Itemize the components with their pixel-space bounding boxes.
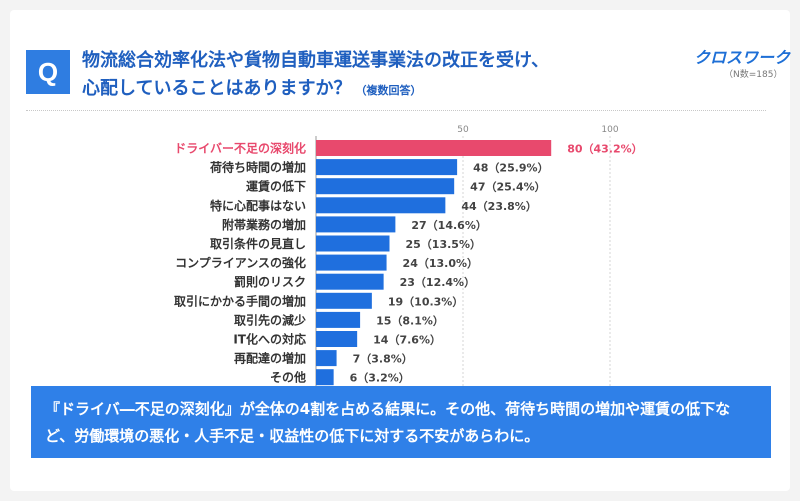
bar [316, 140, 552, 156]
value-label: 24（13.0%） [403, 257, 478, 270]
bar [316, 369, 334, 386]
value-label: 47（25.4%） [470, 181, 545, 194]
value-label: 44（23.8%） [461, 200, 536, 213]
header-divider [26, 110, 766, 111]
category-label: 再配達の増加 [234, 351, 306, 366]
tick-label: 50 [457, 125, 469, 135]
multiple-answer-note: （複数回答） [355, 84, 422, 97]
value-label: 6（3.2%） [350, 372, 410, 385]
question-badge: Q [26, 50, 70, 94]
bar [316, 235, 390, 252]
bar [316, 331, 358, 347]
bar [316, 273, 384, 290]
category-label: コンプライアンスの強化 [175, 255, 306, 270]
bar [316, 350, 337, 367]
summary-text: 『ドライバ―不足の深刻化』が全体の4割を占める結果に。その他、荷待ち時間の増加や… [45, 400, 731, 445]
category-label: 荷待ち時間の増加 [209, 160, 306, 175]
category-label: 取引条件の見直し [210, 236, 306, 251]
category-label: 運賃の低下 [246, 179, 306, 194]
question-title-line2-text: 心配していることはありますか？ [82, 78, 352, 99]
value-label: 23（12.4%） [400, 276, 475, 289]
category-label: その他 [270, 370, 306, 385]
bar [316, 311, 361, 328]
bar [316, 292, 372, 309]
bar [316, 178, 455, 195]
value-label: 19（10.3%） [388, 295, 463, 308]
sample-size: （N数=185） [724, 70, 783, 80]
bar [316, 254, 387, 271]
brand-logo: クロスワーク [694, 48, 791, 67]
value-label: 80（43.2%） [567, 143, 642, 156]
question-title-line2: 心配していることはありますか？ （複数回答） [82, 74, 421, 100]
value-label: 48（25.9%） [473, 162, 548, 175]
value-label: 14（7.6%） [373, 334, 441, 347]
category-label: 特に心配事はない [210, 198, 306, 213]
category-label: ドライバー不足の深刻化 [174, 141, 306, 156]
category-label: 取引先の減少 [234, 312, 306, 327]
value-label: 15（8.1%） [376, 314, 444, 327]
bar [316, 159, 458, 176]
question-title-line1: 物流総合効率化法や貨物自動車運送事業法の改正を受け、 [82, 50, 550, 71]
value-label: 25（13.5%） [406, 238, 481, 251]
summary-box: 『ドライバ―不足の深刻化』が全体の4割を占める結果に。その他、荷待ち時間の増加や… [31, 386, 771, 458]
value-label: 7（3.8%） [353, 353, 413, 366]
bar [316, 216, 396, 233]
category-label: IT化への対応 [233, 332, 306, 347]
category-label: 罰則のリスク [234, 274, 306, 289]
tick-label: 100 [601, 125, 618, 135]
category-label: 附帯業務の増加 [222, 217, 306, 232]
bar [316, 197, 446, 214]
value-label: 27（14.6%） [411, 219, 486, 232]
category-label: 取引にかかる手間の増加 [174, 293, 306, 308]
